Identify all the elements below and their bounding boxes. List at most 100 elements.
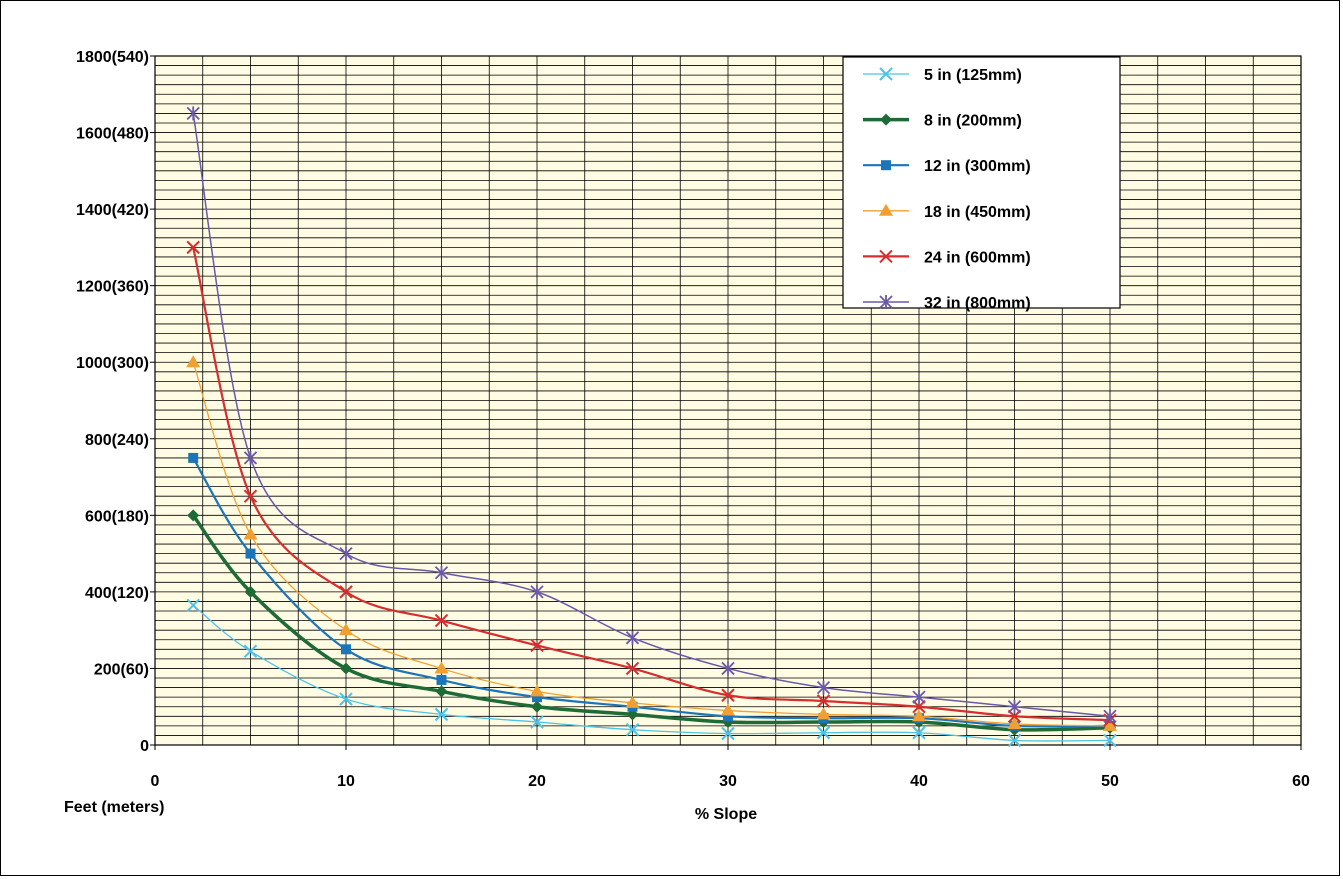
y-tick-label: 800(240) bbox=[85, 432, 149, 449]
series-5 bbox=[186, 240, 1117, 727]
marker-stroke bbox=[434, 613, 449, 628]
y-tick-label: 1400(420) bbox=[76, 202, 149, 219]
data-point bbox=[1007, 709, 1022, 723]
marker-stroke bbox=[434, 707, 449, 722]
y-tick-label: 0 bbox=[140, 738, 149, 755]
data-point bbox=[340, 662, 352, 675]
legend-marker bbox=[881, 160, 891, 171]
series-1 bbox=[186, 598, 1117, 748]
y-tick-label: 1600(480) bbox=[76, 126, 149, 143]
series-line bbox=[192, 457, 1111, 728]
series-group bbox=[186, 106, 1117, 748]
data-point bbox=[186, 240, 200, 255]
data-point bbox=[186, 106, 200, 121]
data-point bbox=[530, 584, 544, 599]
marker-stroke bbox=[1103, 733, 1117, 748]
legend-label: 32 in (800mm) bbox=[924, 295, 1031, 312]
marker-stroke bbox=[912, 700, 926, 714]
legend-box bbox=[842, 56, 1121, 309]
data-point bbox=[625, 722, 640, 737]
data-point bbox=[1007, 699, 1022, 714]
legend-label: 12 in (300mm) bbox=[924, 158, 1031, 175]
marker-stroke bbox=[721, 726, 735, 741]
data-point bbox=[912, 726, 926, 740]
legend-marker bbox=[879, 203, 893, 216]
legend-label: 8 in (200mm) bbox=[924, 113, 1022, 130]
data-point bbox=[532, 692, 542, 703]
data-point bbox=[1103, 709, 1117, 724]
marker-stroke bbox=[339, 692, 353, 706]
x-tick-label: 50 bbox=[1101, 773, 1119, 790]
legend-marker bbox=[880, 113, 892, 126]
marker-stroke bbox=[721, 688, 735, 702]
data-point bbox=[625, 661, 640, 676]
legend-marker bbox=[879, 67, 893, 81]
x-tick-label: 40 bbox=[910, 773, 928, 790]
data-point bbox=[816, 680, 831, 695]
data-point bbox=[530, 684, 544, 697]
legend: 5 in (125mm) 8 in (200mm) 12 in (300mm) 18 … bbox=[842, 56, 1121, 312]
data-point bbox=[723, 711, 733, 722]
legend-label: 24 in (600mm) bbox=[924, 249, 1031, 266]
marker-stroke bbox=[530, 715, 544, 729]
legend-item: 18 in (450mm) bbox=[863, 203, 1031, 221]
marker-stroke bbox=[625, 661, 640, 676]
x-tick-label: 60 bbox=[1292, 773, 1310, 790]
data-point bbox=[186, 355, 201, 368]
y-tick-label: 1000(300) bbox=[76, 355, 149, 372]
data-point bbox=[434, 613, 449, 628]
data-point bbox=[1103, 718, 1117, 731]
data-point bbox=[243, 450, 258, 465]
data-point bbox=[243, 489, 258, 503]
data-point bbox=[1007, 733, 1022, 748]
data-point bbox=[434, 661, 449, 674]
data-point bbox=[244, 585, 257, 598]
marker-stroke bbox=[339, 585, 353, 599]
data-point bbox=[243, 644, 258, 658]
x-axis-title: % Slope bbox=[695, 806, 757, 823]
y-tick-label: 200(60) bbox=[94, 661, 149, 678]
data-point bbox=[816, 694, 831, 708]
marker-stroke bbox=[186, 598, 200, 612]
data-point bbox=[434, 565, 449, 580]
x-tick-label: 20 bbox=[528, 773, 546, 790]
marker-stroke bbox=[625, 722, 640, 737]
marker-stroke bbox=[243, 489, 258, 503]
y-axis-ticks: 0 200(60) 400(120) 600(180) 800(240) 1000(300… bbox=[76, 49, 155, 755]
series-line bbox=[192, 247, 1111, 722]
marker-stroke bbox=[816, 726, 831, 740]
data-point bbox=[816, 707, 831, 720]
data-point bbox=[912, 709, 926, 722]
data-point bbox=[530, 715, 544, 729]
data-point bbox=[912, 690, 926, 705]
data-point bbox=[816, 726, 831, 740]
data-point bbox=[912, 700, 926, 714]
data-point bbox=[436, 674, 447, 685]
data-point bbox=[339, 585, 353, 599]
marker-stroke bbox=[816, 694, 831, 708]
data-point bbox=[187, 509, 200, 522]
marker-stroke bbox=[1007, 709, 1022, 723]
series-line bbox=[192, 113, 1111, 718]
data-point bbox=[341, 644, 351, 655]
data-point bbox=[531, 700, 543, 713]
legend-item: 5 in (125mm) bbox=[863, 67, 1022, 84]
legend-item: 8 in (200mm) bbox=[863, 113, 1022, 130]
marker-stroke bbox=[186, 240, 200, 255]
x-axis-ticks: 0 10 20 30 40 50 60 bbox=[151, 745, 1310, 790]
marker-stroke bbox=[879, 67, 893, 81]
data-point bbox=[530, 638, 544, 653]
legend-item: 32 in (800mm) bbox=[863, 295, 1031, 312]
data-point bbox=[721, 703, 735, 716]
series-6 bbox=[186, 106, 1117, 724]
y-tick-label: 400(120) bbox=[85, 585, 149, 602]
y-tick-label: 600(180) bbox=[85, 508, 149, 525]
data-point bbox=[721, 688, 735, 702]
data-point bbox=[188, 452, 199, 463]
x-tick-label: 30 bbox=[719, 773, 737, 790]
data-point bbox=[625, 630, 640, 645]
marker-stroke bbox=[1007, 733, 1022, 748]
data-point bbox=[434, 707, 449, 722]
data-point bbox=[435, 685, 448, 698]
